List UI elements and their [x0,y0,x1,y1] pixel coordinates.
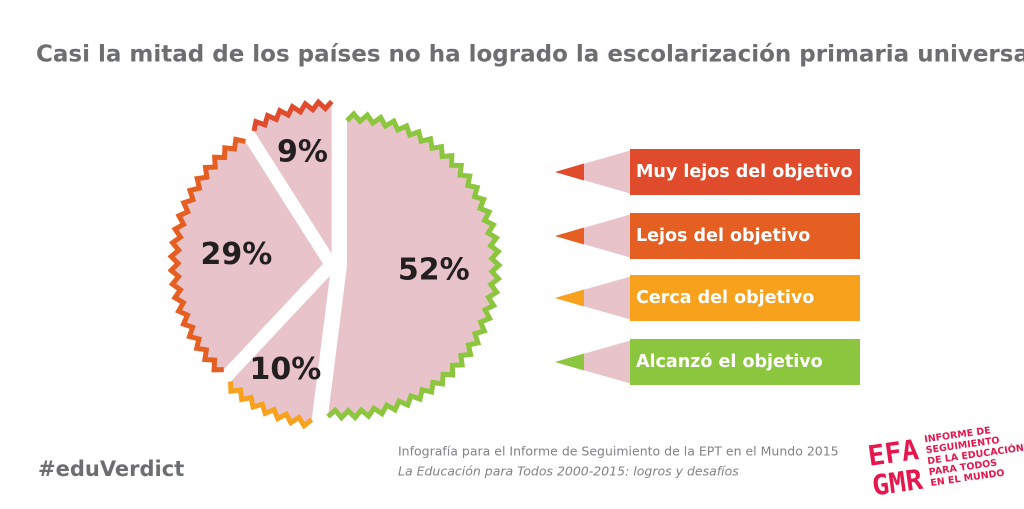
slice-crust [167,136,246,373]
pencil-tip [555,353,584,371]
pie-slice [254,101,332,254]
legend-box [630,275,860,321]
slice-label: 52% [398,253,470,288]
pencil-cone [555,150,632,194]
source-text: Infografía para el Informe de Seguimient… [398,444,839,459]
pencil-tip [555,289,584,307]
slice-crust [228,381,314,430]
legend-box [630,213,860,259]
logo-mark: EFA [866,433,921,473]
legend-box [630,339,860,385]
pencil-cone [555,340,632,384]
slice-crust [326,110,503,422]
pie-slice [327,113,499,418]
slice-label: 10% [250,352,322,387]
pie-slice [171,139,324,370]
legend-label: Lejos del objetivo [636,226,810,246]
subtitle-text: La Educación para Todos 2000-2015: logro… [398,464,739,479]
pencil-tip [555,163,584,181]
pie-slice [230,275,330,426]
pencil-tip [555,227,584,245]
chart-title: Casi la mitad de los países no ha lograd… [36,42,1024,68]
slice-label: 29% [201,237,273,272]
pencil-cone [555,276,632,320]
legend-box [630,149,860,195]
pencil-cone [555,214,632,258]
logo-mark: GMR [870,463,925,503]
hashtag: #eduVerdict [38,457,184,481]
legend-label: Muy lejos del objetivo [636,162,852,182]
slice-label: 9% [277,135,328,170]
legend-label: Alcanzó el objetivo [636,352,823,372]
slice-crust [251,98,334,132]
legend-label: Cerca del objetivo [636,288,814,308]
